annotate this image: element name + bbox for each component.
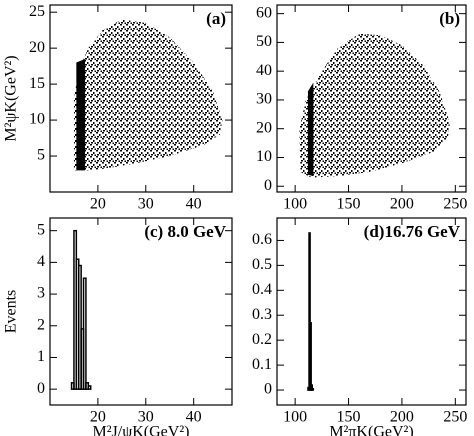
panel-annotation: (b) [439, 9, 460, 28]
y-tick-label: 0.6 [252, 231, 272, 248]
y-tick-label: 5 [37, 147, 45, 164]
y-tick-label: 4 [37, 253, 45, 270]
y-tick-label: 2 [37, 316, 45, 333]
panel-annotation: (c) 8.0 GeV [144, 222, 226, 241]
dense-band [307, 82, 314, 177]
panel-annotation: (a) [206, 9, 226, 28]
x-tick-label: 100 [283, 409, 307, 426]
y-axis-label: Events [3, 290, 20, 334]
plot-frame [49, 4, 233, 193]
x-axis-label: M²πK(GeV²) [329, 424, 413, 436]
y-tick-label: 1 [37, 348, 45, 365]
x-tick-label: 150 [337, 196, 361, 213]
y-tick-label: 10 [29, 111, 45, 128]
y-tick-label: 5 [37, 221, 45, 238]
y-axis-label: M²ψK(GeV²) [3, 55, 20, 141]
scatter-region [299, 33, 450, 178]
x-tick-label: 20 [90, 196, 106, 213]
y-tick-label: 3 [37, 285, 45, 302]
y-tick-label: 30 [256, 91, 272, 108]
plot-frame [49, 217, 233, 406]
y-tick-label: 25 [29, 3, 45, 20]
x-tick-label: 250 [443, 196, 467, 213]
y-tick-label: 0 [264, 381, 272, 398]
x-tick-label: 200 [390, 409, 414, 426]
x-tick-label: 30 [138, 196, 154, 213]
plot-frame [276, 217, 467, 406]
x-tick-label: 100 [283, 196, 307, 213]
y-tick-label: 20 [256, 119, 272, 136]
dense-band [76, 58, 85, 171]
histogram-bar [82, 277, 87, 390]
x-tick-label: 40 [186, 196, 202, 213]
y-tick-label: 10 [256, 148, 272, 165]
x-tick-label: 20 [90, 409, 106, 426]
histogram-bar [311, 388, 315, 391]
histogram-bar [87, 385, 92, 390]
plot-frame [276, 4, 467, 193]
y-tick-label: 0.2 [252, 331, 272, 348]
x-tick-label: 250 [443, 409, 467, 426]
panel-annotation: (d)16.76 GeV [364, 222, 461, 241]
y-tick-label: 0.1 [252, 356, 272, 373]
y-tick-label: 0.5 [252, 256, 272, 273]
scatter-region [73, 19, 223, 171]
x-tick-label: 30 [138, 409, 154, 426]
y-tick-label: 60 [256, 4, 272, 21]
y-tick-label: 50 [256, 33, 272, 50]
x-tick-label: 200 [390, 196, 414, 213]
y-tick-label: 0.3 [252, 306, 272, 323]
histogram-bar [309, 321, 312, 391]
y-tick-label: 15 [29, 75, 45, 92]
y-tick-label: 0.4 [252, 281, 272, 298]
histogram-bar [77, 264, 82, 390]
x-tick-label: 40 [186, 409, 202, 426]
x-tick-label: 150 [337, 409, 361, 426]
x-axis-label: M²J/ψK(GeV²) [93, 424, 190, 436]
y-tick-label: 20 [29, 39, 45, 56]
y-tick-label: 0 [264, 177, 272, 194]
y-tick-label: 0 [37, 380, 45, 397]
y-tick-label: 40 [256, 62, 272, 79]
